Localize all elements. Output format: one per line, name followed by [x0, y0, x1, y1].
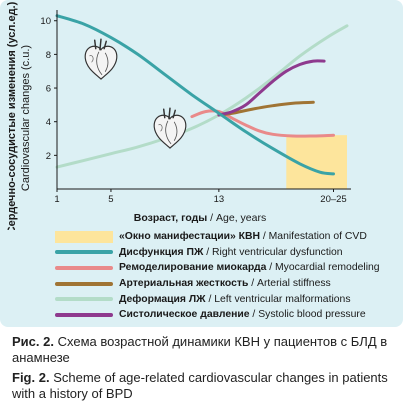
legend-label-ru: Деформация ЛЖ	[119, 293, 206, 305]
y-tick-label: 10	[40, 16, 51, 27]
series-line-lv	[55, 24, 349, 169]
x-tick-label: 20–25	[320, 194, 346, 205]
legend-label-ru: Дисфункция ПЖ	[119, 246, 204, 258]
caption-en-label: Fig. 2.	[12, 370, 50, 385]
legend-item-lv: Деформация ЛЖ / Left ventricular malform…	[55, 291, 395, 307]
x-axis-title-ru: Возраст, годы	[134, 212, 208, 224]
legend-swatch-sbp	[55, 312, 113, 317]
series-line-sbp	[217, 59, 326, 117]
legend-swatch-lv	[55, 297, 113, 302]
tick-layer: 2 4 6 8 10 1 5 13 20–25	[40, 16, 346, 205]
series-line-arterial	[217, 100, 315, 117]
chart: Сердечно-сосудистые изменения (усл.ед.) …	[6, 1, 351, 230]
y-tick-label: 2	[46, 151, 51, 162]
y-tick-label: 8	[46, 50, 51, 61]
caption-ru-text: Схема возрастной динамики КВН у пациенто…	[12, 334, 388, 365]
legend-item-arterial: Артериальная жесткость / Arterial stiffn…	[55, 276, 395, 292]
legend-item-remodeling: Ремоделирование миокарда / Myocardial re…	[55, 260, 395, 276]
legend-swatch-rv	[55, 250, 113, 255]
legend: «Окно манифестации» КВН / Manifestation …	[55, 229, 395, 323]
series-line-remod	[190, 109, 335, 138]
y-axis-title: Сердечно-сосудистые изменения (усл.ед.)	[6, 1, 18, 230]
series-layer	[55, 14, 349, 176]
y-tick-label: 4	[46, 117, 51, 128]
legend-label-en: Arterial stiffness	[257, 278, 331, 290]
heart-icon	[153, 107, 187, 149]
x-tick-label: 1	[54, 194, 59, 205]
x-tick-label: 13	[214, 194, 225, 205]
legend-label-en: Myocardial remodeling	[275, 262, 380, 274]
x-axis-title-en: Age, years	[216, 212, 266, 224]
heart-icon	[84, 38, 118, 80]
legend-item-window: «Окно манифестации» КВН / Manifestation …	[55, 229, 395, 245]
caption-en-text: Scheme of age-related cardiovascular cha…	[12, 370, 388, 401]
legend-label-ru: «Окно манифестации» КВН	[119, 231, 260, 243]
x-axis-title: Возраст, годы / Age, years	[134, 212, 266, 224]
legend-label-ru: Систолическое давление	[119, 309, 250, 321]
legend-item-rv: Дисфункция ПЖ / Right ventricular dysfun…	[55, 245, 395, 261]
legend-label-en: Right ventricular dysfunction	[212, 246, 343, 258]
legend-label-en: Systolic blood pressure	[258, 309, 366, 321]
legend-swatch-arterial	[55, 281, 113, 286]
legend-swatch-window	[55, 230, 113, 243]
series-line-rv	[55, 14, 335, 176]
legend-label-en: Left ventricular malformations	[214, 293, 351, 305]
legend-label-ru: Ремоделирование миокарда	[119, 262, 267, 274]
y-axis-title-en: Cardiovascular changes (c.u.)	[20, 45, 32, 191]
caption-ru-label: Рис. 2.	[12, 334, 54, 349]
y-tick-label: 6	[46, 84, 51, 95]
x-tick-label: 5	[108, 194, 113, 205]
legend-label-en: Manifestation of CVD	[268, 231, 367, 243]
plot-area: 2 4 6 8 10 1 5 13 20–25	[40, 10, 351, 205]
caption-ru: Рис. 2. Схема возрастной динамики КВН у …	[12, 334, 392, 365]
legend-label-ru: Артериальная жесткость	[119, 278, 249, 290]
heart-illustrations	[84, 38, 187, 149]
legend-swatch-remodeling	[55, 265, 113, 270]
caption-en: Fig. 2. Scheme of age-related cardiovasc…	[12, 370, 392, 401]
legend-item-sbp: Систолическое давление / Systolic blood …	[55, 307, 395, 323]
